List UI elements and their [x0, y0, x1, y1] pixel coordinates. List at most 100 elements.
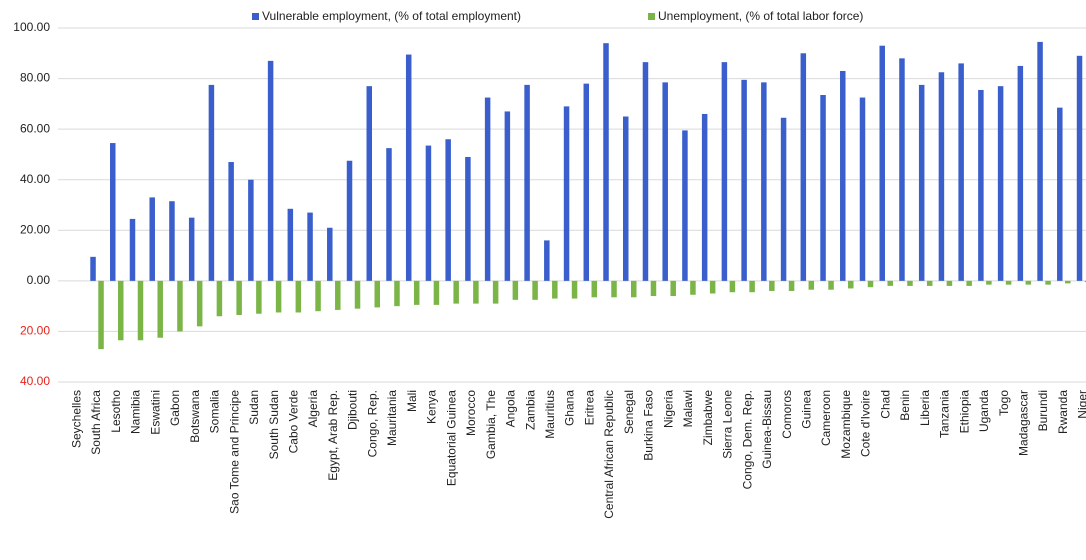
bar — [445, 139, 451, 281]
bar — [918, 84, 925, 281]
x-tick-label: Egypt, Arab Rep. — [326, 390, 340, 481]
x-tick-label: Namibia — [129, 390, 143, 434]
bar — [800, 53, 807, 281]
bar — [1045, 280, 1051, 285]
legend-swatch — [252, 13, 259, 20]
x-tick-label: Eritrea — [582, 390, 596, 426]
x-tick-label: Seychelles — [69, 390, 83, 448]
bar — [327, 227, 333, 281]
x-tick-label: Liberia — [918, 390, 932, 426]
bar — [157, 280, 163, 338]
bar — [524, 84, 530, 281]
bar — [701, 113, 708, 281]
x-tick-label: Mozambique — [839, 390, 853, 459]
y-tick-label: 0.00 — [27, 273, 51, 287]
bar — [236, 280, 242, 315]
x-tick-label: Cameroon — [819, 390, 833, 446]
bar — [315, 280, 321, 312]
bar — [630, 280, 637, 298]
bar — [938, 72, 945, 281]
bar — [859, 97, 866, 281]
x-tick-label: Burkina Faso — [642, 390, 656, 461]
bar — [425, 145, 432, 281]
bar — [177, 280, 183, 332]
x-tick-label: Kenya — [425, 390, 439, 424]
bar — [828, 280, 834, 290]
bar — [820, 95, 826, 281]
x-tick-label: Eswatini — [148, 390, 162, 435]
x-tick-label: Botswana — [188, 390, 202, 443]
y-tick-label: 40.00 — [20, 172, 50, 186]
y-tick-label: 100.00 — [13, 20, 50, 34]
x-tick-label: Mauritania — [385, 390, 399, 446]
bar — [386, 148, 392, 281]
bar — [966, 280, 972, 286]
bar — [552, 280, 558, 299]
x-tick-label: South Sudan — [267, 390, 281, 459]
bar — [149, 197, 155, 281]
bar — [721, 62, 728, 281]
bar — [228, 162, 234, 281]
x-tick-label: Somalia — [208, 390, 222, 434]
bar — [98, 280, 104, 350]
bar — [196, 280, 203, 327]
x-tick-label: Ghana — [563, 390, 577, 426]
bar — [1005, 280, 1012, 285]
bar — [642, 62, 649, 281]
bar — [690, 280, 696, 295]
bar — [532, 280, 538, 300]
bar — [335, 280, 341, 310]
bar — [208, 84, 215, 281]
legend-swatch — [648, 13, 655, 20]
bar — [129, 218, 136, 281]
x-tick-label: Mali — [405, 390, 419, 412]
bar — [453, 280, 459, 304]
bar — [307, 212, 313, 281]
legend-label: Vulnerable employment, (% of total emplo… — [262, 9, 521, 23]
bar — [788, 280, 795, 291]
x-tick-label: Equatorial Guinea — [444, 390, 458, 486]
x-tick-label: Comoros — [780, 390, 794, 439]
x-tick-label: Malawi — [681, 390, 695, 427]
x-tick-label: Zimbabwe — [701, 390, 715, 446]
bar — [1057, 107, 1063, 281]
bar — [512, 280, 519, 300]
bar — [1017, 65, 1024, 281]
bar — [90, 256, 96, 281]
bar — [248, 179, 254, 281]
bar — [867, 280, 874, 288]
x-tick-label: Morocco — [464, 390, 478, 436]
x-tick-label: Gambia, The — [484, 390, 498, 459]
bar — [1084, 280, 1086, 283]
bar — [563, 106, 570, 281]
bar — [465, 156, 471, 281]
bar — [997, 86, 1004, 281]
bar — [504, 111, 511, 281]
x-tick-label: South Africa — [89, 390, 103, 455]
bar — [1076, 55, 1083, 281]
bar — [1025, 280, 1032, 285]
x-tick-label: Niger — [1076, 390, 1086, 419]
bar — [958, 63, 964, 281]
x-tick-label: Togo — [997, 390, 1011, 416]
y-tick-label: 20.00 — [20, 324, 50, 338]
x-tick-label: Algeria — [306, 390, 320, 428]
x-tick-label: Sudan — [247, 390, 261, 425]
x-tick-label: Angola — [504, 390, 518, 428]
x-tick-label: Tanzania — [938, 390, 952, 438]
bar — [749, 280, 755, 293]
bar — [591, 280, 598, 298]
x-tick-label: Benin — [898, 390, 912, 421]
x-tick-label: Senegal — [622, 390, 636, 434]
bar — [682, 130, 688, 281]
bar — [492, 280, 499, 304]
bar — [611, 280, 617, 298]
y-tick-label: 80.00 — [20, 71, 50, 85]
bar — [603, 43, 609, 281]
bar — [354, 280, 361, 309]
bar — [216, 280, 223, 317]
bar — [118, 280, 124, 341]
bar — [887, 280, 893, 286]
bar — [346, 160, 353, 281]
